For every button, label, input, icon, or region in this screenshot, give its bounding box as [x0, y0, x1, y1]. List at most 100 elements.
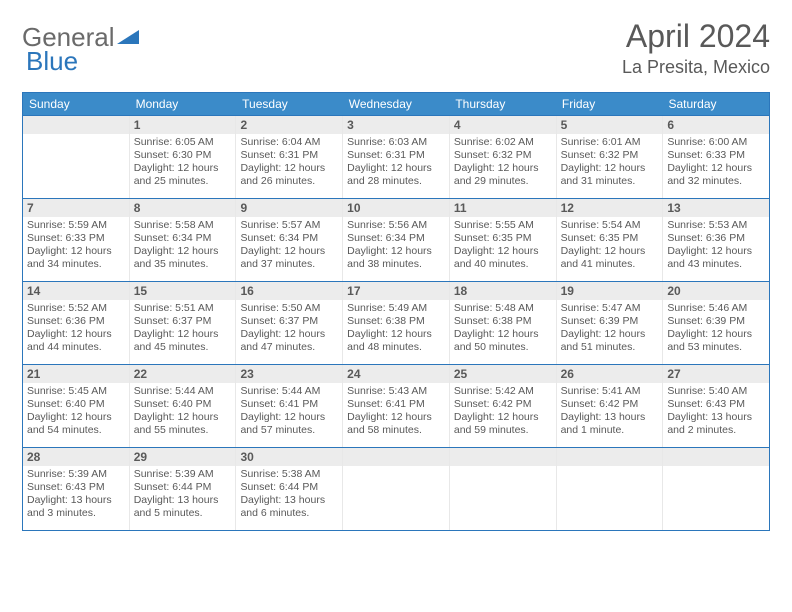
- day-number: 5: [557, 116, 663, 134]
- calendar-cell: 24Sunrise: 5:43 AMSunset: 6:41 PMDayligh…: [343, 365, 450, 447]
- calendar-cell: 17Sunrise: 5:49 AMSunset: 6:38 PMDayligh…: [343, 282, 450, 364]
- daylight-line: Daylight: 13 hours and 3 minutes.: [27, 494, 125, 520]
- calendar: Sunday Monday Tuesday Wednesday Thursday…: [22, 92, 770, 531]
- calendar-cell: [557, 448, 664, 530]
- day-number: 25: [450, 365, 556, 383]
- header: General April 2024 La Presita, Mexico: [22, 18, 770, 78]
- calendar-week: 14Sunrise: 5:52 AMSunset: 6:36 PMDayligh…: [23, 281, 769, 364]
- sunset-line: Sunset: 6:40 PM: [27, 398, 125, 411]
- daylight-line: Daylight: 12 hours and 51 minutes.: [561, 328, 659, 354]
- day-number: 27: [663, 365, 769, 383]
- day-number: 10: [343, 199, 449, 217]
- sunset-line: Sunset: 6:42 PM: [454, 398, 552, 411]
- sunset-line: Sunset: 6:31 PM: [347, 149, 445, 162]
- calendar-cell: [450, 448, 557, 530]
- day-number: 22: [130, 365, 236, 383]
- day-header: Monday: [130, 93, 237, 115]
- calendar-week: 1Sunrise: 6:05 AMSunset: 6:30 PMDaylight…: [23, 115, 769, 198]
- daylight-line: Daylight: 13 hours and 1 minute.: [561, 411, 659, 437]
- day-header: Friday: [556, 93, 663, 115]
- calendar-cell: 20Sunrise: 5:46 AMSunset: 6:39 PMDayligh…: [663, 282, 769, 364]
- day-number: 8: [130, 199, 236, 217]
- calendar-cell: 27Sunrise: 5:40 AMSunset: 6:43 PMDayligh…: [663, 365, 769, 447]
- day-number: 13: [663, 199, 769, 217]
- sunrise-line: Sunrise: 6:05 AM: [134, 136, 232, 149]
- sunrise-line: Sunrise: 5:38 AM: [240, 468, 338, 481]
- sunrise-line: Sunrise: 5:44 AM: [240, 385, 338, 398]
- sunrise-line: Sunrise: 6:03 AM: [347, 136, 445, 149]
- sunset-line: Sunset: 6:36 PM: [667, 232, 765, 245]
- day-number: 17: [343, 282, 449, 300]
- calendar-cell: 18Sunrise: 5:48 AMSunset: 6:38 PMDayligh…: [450, 282, 557, 364]
- sunset-line: Sunset: 6:39 PM: [561, 315, 659, 328]
- daylight-line: Daylight: 12 hours and 29 minutes.: [454, 162, 552, 188]
- sunrise-line: Sunrise: 5:53 AM: [667, 219, 765, 232]
- sunset-line: Sunset: 6:31 PM: [240, 149, 338, 162]
- sunrise-line: Sunrise: 5:51 AM: [134, 302, 232, 315]
- day-number: 2: [236, 116, 342, 134]
- sunset-line: Sunset: 6:37 PM: [134, 315, 232, 328]
- calendar-cell: 28Sunrise: 5:39 AMSunset: 6:43 PMDayligh…: [23, 448, 130, 530]
- daylight-line: Daylight: 12 hours and 47 minutes.: [240, 328, 338, 354]
- sunset-line: Sunset: 6:42 PM: [561, 398, 659, 411]
- calendar-cell: 25 Sunrise: 5:42 AMSunset: 6:42 PMDayligh…: [450, 365, 557, 447]
- sunset-line: Sunset: 6:34 PM: [240, 232, 338, 245]
- sunrise-line: Sunrise: 5:55 AM: [454, 219, 552, 232]
- day-header: Thursday: [449, 93, 556, 115]
- calendar-cell: 4Sunrise: 6:02 AMSunset: 6:32 PMDaylight…: [450, 116, 557, 198]
- sunrise-line: Sunrise: 5:48 AM: [454, 302, 552, 315]
- sunset-line: Sunset: 6:39 PM: [667, 315, 765, 328]
- daylight-line: Daylight: 12 hours and 37 minutes.: [240, 245, 338, 271]
- sunrise-line: Sunrise: 5:56 AM: [347, 219, 445, 232]
- daylight-line: Daylight: 12 hours and 43 minutes.: [667, 245, 765, 271]
- day-number: 7: [23, 199, 129, 217]
- calendar-cell: 12Sunrise: 5:54 AMSunset: 6:35 PMDayligh…: [557, 199, 664, 281]
- sunset-line: Sunset: 6:38 PM: [347, 315, 445, 328]
- sunrise-line: Sunrise: 5:59 AM: [27, 219, 125, 232]
- calendar-cell: [23, 116, 130, 198]
- calendar-cell: 22Sunrise: 5:44 AMSunset: 6:40 PMDayligh…: [130, 365, 237, 447]
- daylight-line: Daylight: 12 hours and 28 minutes.: [347, 162, 445, 188]
- daylight-line: Daylight: 12 hours and 59 minutes.: [454, 411, 552, 437]
- title-block: April 2024 La Presita, Mexico: [622, 18, 770, 78]
- daylight-line: Daylight: 12 hours and 40 minutes.: [454, 245, 552, 271]
- day-header: Saturday: [662, 93, 769, 115]
- sunrise-line: Sunrise: 5:46 AM: [667, 302, 765, 315]
- daylight-line: Daylight: 12 hours and 26 minutes.: [240, 162, 338, 188]
- day-number: 19: [557, 282, 663, 300]
- calendar-cell: 1Sunrise: 6:05 AMSunset: 6:30 PMDaylight…: [130, 116, 237, 198]
- sunset-line: Sunset: 6:40 PM: [134, 398, 232, 411]
- day-header: Tuesday: [236, 93, 343, 115]
- sunset-line: Sunset: 6:35 PM: [561, 232, 659, 245]
- sunset-line: Sunset: 6:43 PM: [27, 481, 125, 494]
- sunrise-line: Sunrise: 5:52 AM: [27, 302, 125, 315]
- sunrise-line: Sunrise: 5:39 AM: [27, 468, 125, 481]
- sunrise-line: Sunrise: 5:39 AM: [134, 468, 232, 481]
- day-number: [450, 448, 556, 466]
- calendar-cell: 26Sunrise: 5:41 AMSunset: 6:42 PMDayligh…: [557, 365, 664, 447]
- location-subtitle: La Presita, Mexico: [622, 57, 770, 78]
- sunset-line: Sunset: 6:32 PM: [454, 149, 552, 162]
- calendar-cell: 29Sunrise: 5:39 AMSunset: 6:44 PMDayligh…: [130, 448, 237, 530]
- calendar-cell: [663, 448, 769, 530]
- day-number: [343, 448, 449, 466]
- sunset-line: Sunset: 6:36 PM: [27, 315, 125, 328]
- calendar-cell: 8Sunrise: 5:58 AMSunset: 6:34 PMDaylight…: [130, 199, 237, 281]
- sunset-line: Sunset: 6:33 PM: [667, 149, 765, 162]
- daylight-line: Daylight: 13 hours and 2 minutes.: [667, 411, 765, 437]
- sunrise-line: Sunrise: 5:58 AM: [134, 219, 232, 232]
- calendar-cell: 21Sunrise: 5:45 AMSunset: 6:40 PMDayligh…: [23, 365, 130, 447]
- calendar-cell: 30Sunrise: 5:38 AMSunset: 6:44 PMDayligh…: [236, 448, 343, 530]
- calendar-cell: 2 Sunrise: 6:04 AMSunset: 6:31 PMDaylight…: [236, 116, 343, 198]
- day-number: 21: [23, 365, 129, 383]
- sunrise-line: Sunrise: 6:00 AM: [667, 136, 765, 149]
- calendar-cell: 6Sunrise: 6:00 AMSunset: 6:33 PMDaylight…: [663, 116, 769, 198]
- sunrise-line: Sunrise: 5:42 AM: [454, 385, 552, 398]
- calendar-cell: 16Sunrise: 5:50 AMSunset: 6:37 PMDayligh…: [236, 282, 343, 364]
- day-number: 30: [236, 448, 342, 466]
- sunrise-line: Sunrise: 5:41 AM: [561, 385, 659, 398]
- daylight-line: Daylight: 12 hours and 32 minutes.: [667, 162, 765, 188]
- daylight-line: Daylight: 12 hours and 25 minutes.: [134, 162, 232, 188]
- sunrise-line: Sunrise: 6:04 AM: [240, 136, 338, 149]
- sunset-line: Sunset: 6:35 PM: [454, 232, 552, 245]
